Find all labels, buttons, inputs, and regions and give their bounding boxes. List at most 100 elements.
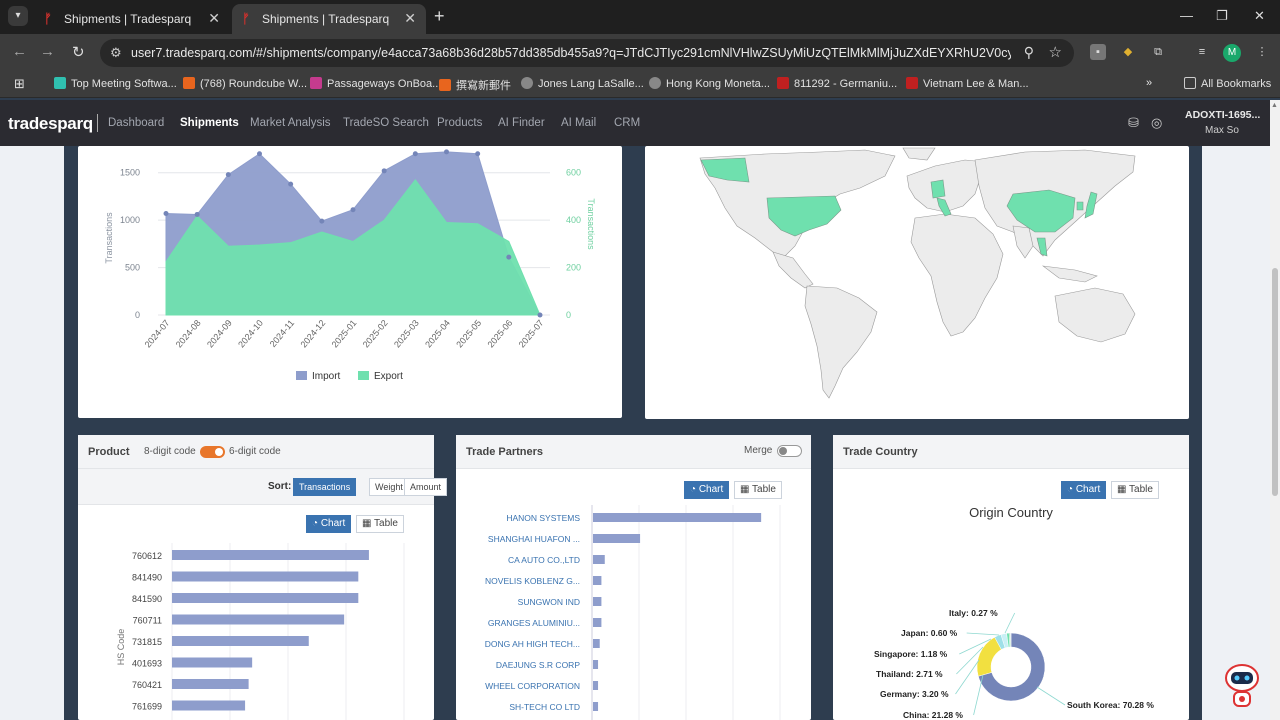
legend-label-export[interactable]: Export [374,371,403,382]
globe-icon[interactable]: ◎ [1151,115,1163,130]
nav-tradeso-search[interactable]: TradeSO Search [343,117,429,129]
partner-bar[interactable] [593,576,602,585]
tradesparq-logo[interactable]: tradesparq [8,114,93,133]
donut-slice[interactable] [977,632,1046,702]
nav-market-analysis[interactable]: Market Analysis [250,117,331,129]
bookmark-item[interactable]: Passageways OnBoa... [310,77,441,90]
table-view-button[interactable]: ▦ Table [356,515,404,533]
digit-code-toggle[interactable] [200,446,225,458]
extension-icon[interactable]: ◆ [1123,46,1133,58]
nav-crm[interactable]: CRM [614,117,641,129]
nav-ai-mail[interactable]: AI Mail [561,117,597,129]
hs-code-bar[interactable] [172,700,246,711]
partner-label[interactable]: HANON SYSTEMS [506,513,580,523]
partner-label[interactable]: SHANGHAI HUAFON ... [488,534,580,544]
import-point[interactable] [475,151,481,157]
bookmark-item[interactable]: Jones Lang LaSalle... [521,77,644,90]
partner-bar[interactable] [593,702,599,711]
page-scrollbar[interactable]: ▲ [1270,100,1280,720]
bookmark-star-icon[interactable]: ☆ [1048,44,1062,61]
nav-dashboard[interactable]: Dashboard [108,117,165,129]
sort-weight-button[interactable]: Weight [369,478,409,496]
bookmark-item[interactable]: Hong Kong Moneta... [649,77,770,90]
chart-view-button[interactable]: ◔ Chart [684,481,730,499]
merge-toggle[interactable] [777,445,802,457]
browser-tab-1[interactable]: ᚠ Shipments | Tradesparq ✕ [34,4,230,34]
forward-icon[interactable]: → [40,43,55,60]
import-point[interactable] [412,151,418,157]
partner-bar[interactable] [593,597,602,606]
nav-shipments[interactable]: Shipments [180,117,239,129]
import-point[interactable] [194,211,200,217]
hs-code-bar[interactable] [172,679,249,689]
address-bar[interactable]: ⚙ user7.tradesparq.com/#/shipments/compa… [100,39,1074,67]
profile-avatar[interactable]: M [1223,44,1241,62]
bookmark-item[interactable]: Top Meeting Softwa... [54,77,177,90]
extensions-puzzle-icon[interactable]: ⧉ [1154,46,1162,58]
hs-code-bar[interactable] [172,657,253,668]
nav-products[interactable]: Products [437,117,483,129]
database-icon[interactable]: ⛁ [1128,115,1139,130]
apps-grid-icon[interactable]: ⊞ [14,76,25,91]
chart-view-button[interactable]: ◔ Chart [1061,481,1107,499]
hs-code-bar[interactable] [172,614,345,625]
import-point[interactable] [381,168,387,174]
partner-label[interactable]: GRANGES ALUMINIU... [488,618,580,628]
restore-icon[interactable]: ❐ [1216,8,1228,23]
bookmark-item[interactable]: (768) Roundcube W... [183,77,307,90]
import-point[interactable] [506,254,512,260]
menu-icon[interactable]: ⋮ [1256,46,1268,58]
hs-code-bar[interactable] [172,593,359,603]
partner-label[interactable]: NOVELIS KOBLENZ G... [485,576,580,586]
close-tab-icon[interactable]: ✕ [404,10,416,26]
sort-amount-button[interactable]: Amount [404,478,448,496]
hs-code-bar[interactable] [172,550,369,560]
new-tab-icon[interactable]: + [434,6,445,26]
scrollbar-thumb[interactable] [1272,268,1278,496]
browser-tab-2[interactable]: ᚠ Shipments | Tradesparq ✕ [232,4,426,34]
partner-bar[interactable] [593,681,599,690]
close-tab-icon[interactable]: ✕ [208,10,220,26]
partner-bar[interactable] [593,555,605,564]
partner-label[interactable]: DONG AH HIGH TECH... [485,639,580,649]
table-view-button[interactable]: ▦ Table [734,481,782,499]
legend-label-import[interactable]: Import [312,371,341,382]
user-account-id[interactable]: ADOXTI-1695... [1185,109,1261,121]
partner-bar[interactable] [593,639,600,648]
bookmark-item[interactable]: 811292 - Germaniu... [777,77,897,90]
import-point[interactable] [288,181,294,187]
nav-ai-finder[interactable]: AI Finder [498,117,545,129]
donut-slice[interactable] [1010,632,1012,648]
bookmark-item[interactable]: Vietnam Lee & Man... [906,77,1029,90]
import-point[interactable] [350,207,356,213]
partner-label[interactable]: SUNGWON IND [518,597,580,607]
import-point[interactable] [163,211,169,217]
chart-view-button[interactable]: ◔ Chart [306,515,352,533]
assistant-robot-icon[interactable] [1220,662,1264,714]
partner-bar[interactable] [593,660,599,669]
media-icon[interactable]: ≡ [1198,46,1206,58]
partner-label[interactable]: SH-TECH CO LTD [509,702,580,712]
more-bookmarks-icon[interactable]: » [1146,77,1153,89]
import-point[interactable] [225,172,231,178]
partner-bar[interactable] [593,534,641,543]
import-point[interactable] [257,151,262,157]
legend-swatch-export[interactable] [358,371,369,380]
import-point[interactable] [444,149,449,155]
partner-label[interactable]: DAEJUNG S.R CORP [496,660,580,670]
close-window-icon[interactable]: ✕ [1254,8,1265,23]
partner-label[interactable]: WHEEL CORPORATION [485,681,580,691]
extension-icon[interactable]: ▪ [1090,44,1106,60]
sort-transactions-button[interactable]: Transactions [293,478,357,496]
back-icon[interactable]: ← [12,43,27,60]
import-point[interactable] [537,312,543,318]
scroll-up-icon[interactable]: ▲ [1271,102,1278,109]
all-bookmarks[interactable]: All Bookmarks [1184,77,1271,90]
reload-icon[interactable]: ↻ [72,44,85,61]
import-point[interactable] [319,218,325,224]
search-icon[interactable]: ⚲ [1023,44,1034,60]
legend-swatch-import[interactable] [296,371,307,380]
hs-code-bar[interactable] [172,571,359,582]
bookmark-item[interactable]: 撰寫新郵件 [439,77,511,93]
tab-search-icon[interactable]: ▾ [8,6,28,26]
